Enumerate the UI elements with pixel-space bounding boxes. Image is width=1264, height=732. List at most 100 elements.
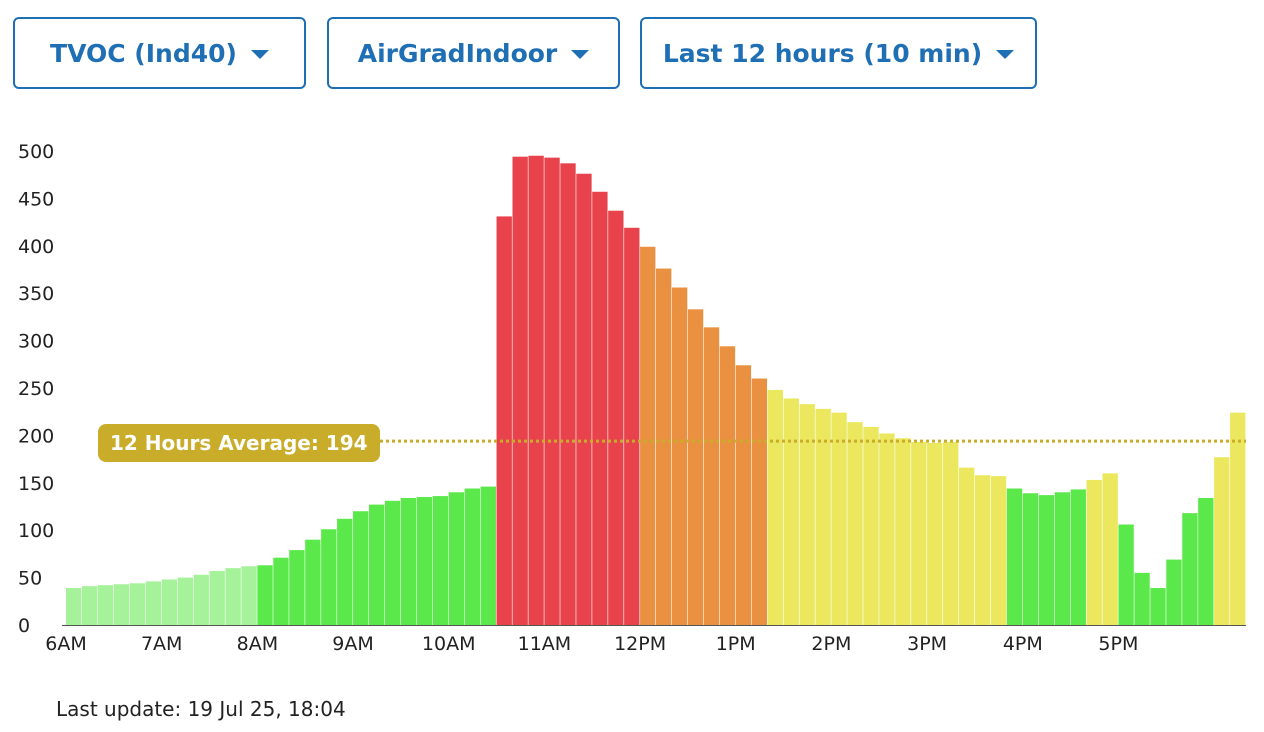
bar [512,156,528,625]
x-tick-label: 7AM [141,633,182,655]
bar [943,442,959,625]
bar [1054,492,1070,625]
y-tick-label: 100 [18,520,54,542]
bar [1006,488,1023,625]
bar [145,581,162,625]
bar [799,404,815,625]
bar [448,492,465,625]
bar [496,216,512,625]
x-tick-label: 5PM [1098,633,1138,655]
x-tick-label: 4PM [1003,633,1043,655]
metric-selector-label: TVOC (Ind40) [50,38,237,68]
chevron-down-icon [571,49,590,59]
bar [815,408,831,625]
location-selector-label: AirGradIndoor [357,38,558,68]
x-tick-label: 10AM [422,633,476,655]
bar [1086,479,1102,625]
bar [719,346,736,625]
y-tick-label: 400 [18,236,54,258]
bar [129,583,146,625]
period-selector[interactable]: Last 12 hours (10 min) [640,17,1037,89]
bar [528,155,544,626]
x-tick-label: 1PM [716,633,756,655]
bar [1198,497,1214,625]
x-tick-label: 8AM [237,633,278,655]
bar [368,504,385,625]
bar [1230,412,1246,625]
bar [1150,588,1166,625]
bar [289,550,305,625]
y-tick-label: 0 [18,615,30,637]
bar [958,467,975,625]
bar [831,412,847,625]
bar [767,389,783,625]
bar [703,327,720,625]
bar [384,500,401,625]
bar [1070,489,1086,625]
bar [671,287,688,625]
chevron-down-icon [996,49,1015,59]
x-axis: 6AM 7AM 8AM 9AM 10AM 11AM 12PM 1PM 2PM 3PM 4PM 5PM [45,625,1246,655]
bar [640,246,656,625]
bar [735,365,752,625]
bar [544,157,560,625]
bar [1166,559,1182,625]
y-tick-label: 50 [18,568,42,590]
y-tick-label: 350 [18,283,54,305]
bar [193,574,209,625]
bar [480,486,496,625]
bar [1118,524,1134,625]
bar [783,398,799,625]
y-tick-label: 150 [18,473,54,495]
bar [608,210,624,625]
bar [113,584,130,625]
bar [847,422,863,625]
y-tick-label: 250 [18,378,54,400]
x-tick-label: 6AM [45,633,86,655]
bar [879,433,895,625]
bar [225,568,241,625]
bar [241,566,257,625]
last-update: Last update: 19 Jul 25, 18:04 [56,697,346,721]
y-axis: 0 50 100 150 200 250 300 350 400 450 500 [18,141,54,637]
bars-group [66,155,1246,626]
bar [1102,473,1118,625]
bar [464,488,480,625]
bar [927,442,943,625]
x-tick-label: 11AM [518,633,572,655]
bar [273,557,289,625]
y-tick-label: 300 [18,331,54,353]
bar [560,163,576,625]
bar [66,588,82,625]
bar [751,378,768,625]
bar [592,191,608,625]
bar [1038,495,1055,625]
bar [177,577,193,625]
bar [895,438,911,625]
bar [863,426,879,625]
bar [209,570,225,625]
bar [161,579,178,625]
bar [400,497,417,625]
chevron-down-icon [250,49,269,59]
bar [432,496,449,625]
bar [416,497,433,625]
location-selector[interactable]: AirGradIndoor [327,17,620,89]
x-tick-label: 9AM [332,633,373,655]
bar [974,475,991,625]
tvoc-bar-chart: 0 50 100 150 200 250 300 350 400 450 500 6AM 7AM 8AM… [18,141,1246,655]
bar [990,476,1007,625]
bar [1134,572,1150,625]
bar [353,511,369,625]
y-tick-label: 200 [18,425,54,447]
bar [81,586,98,625]
bar [911,442,927,625]
bar [97,585,114,625]
x-tick-label: 2PM [811,633,851,655]
metric-selector[interactable]: TVOC (Ind40) [13,17,306,89]
bar [337,518,353,625]
y-tick-label: 500 [18,141,54,163]
bar [624,227,640,625]
bar [576,173,592,625]
x-tick-label: 3PM [907,633,947,655]
